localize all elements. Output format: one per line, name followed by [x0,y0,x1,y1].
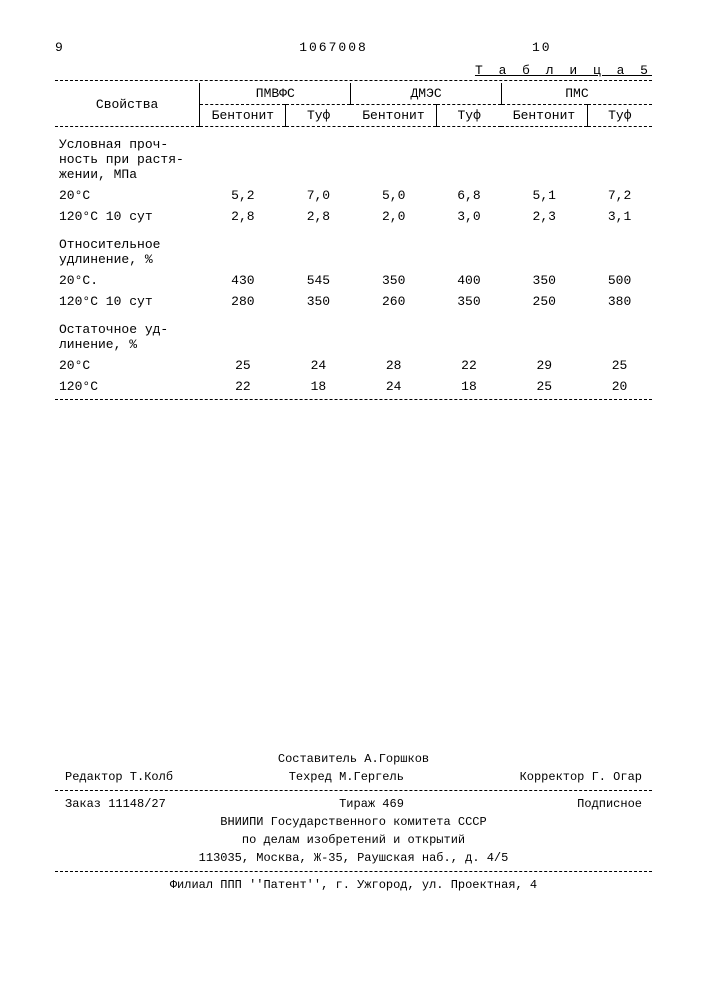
table-section-header: Остаточное уд- линение, % [55,312,652,355]
table-cell: 5,0 [351,185,437,206]
table-cell: 22 [200,376,286,397]
table-cell: 18 [437,376,502,397]
table-cell: 2,3 [501,206,587,227]
tehred: Техред М.Гергель [289,768,404,786]
table-cell: 25 [587,355,652,376]
org-line-1: ВНИИПИ Государственного комитета СССР [55,813,652,831]
address-line: 113035, Москва, Ж-35, Раушская наб., д. … [55,849,652,867]
table-cell: 28 [351,355,437,376]
table-cell: 6,8 [437,185,502,206]
org-line-2: по делам изобретений и открытий [55,831,652,849]
table-cell: 24 [286,355,351,376]
table-cell: 350 [286,291,351,312]
row-label: 20°С [55,185,200,206]
col-group-1: ПМВФС [200,83,351,105]
table-section-header: Условная проч- ность при растя- жении, М… [55,127,652,185]
table-cell: 5,2 [200,185,286,206]
divider [55,399,652,400]
table-cell: 350 [437,291,502,312]
col-group-3: ПМС [501,83,652,105]
row-label: 120°С [55,376,200,397]
subcol: Туф [437,105,502,127]
row-label: 120°С 10 сут [55,206,200,227]
table-caption: Т а б л и ц а 5 [55,63,652,78]
table-cell: 7,2 [587,185,652,206]
subcol: Бентонит [200,105,286,127]
section-title: Относительное удлинение, % [55,227,652,270]
subcol: Туф [587,105,652,127]
table-section-header: Относительное удлинение, % [55,227,652,270]
filial-line: Филиал ППП ''Патент'', г. Ужгород, ул. П… [55,876,652,894]
col-header-properties: Свойства [55,83,200,127]
table-row: 120°С221824182520 [55,376,652,397]
table-row: 20°С5,27,05,06,85,17,2 [55,185,652,206]
table-cell: 25 [501,376,587,397]
col-group-2: ДМЭС [351,83,502,105]
table-cell: 2,8 [286,206,351,227]
table-cell: 20 [587,376,652,397]
page-header: 9 1067008 10 [55,40,652,55]
order-number: Заказ 11148/27 [65,795,166,813]
table-cell: 380 [587,291,652,312]
table-cell: 430 [200,270,286,291]
tirazh: Тираж 469 [339,795,404,813]
section-title: Условная проч- ность при растя- жении, М… [55,127,652,185]
subcol: Бентонит [501,105,587,127]
table-cell: 3,0 [437,206,502,227]
table-row: 120°С 10 сут2,82,82,03,02,33,1 [55,206,652,227]
table-cell: 7,0 [286,185,351,206]
data-table: Свойства ПМВФС ДМЭС ПМС Бентонит Туф Бен… [55,83,652,397]
table-cell: 350 [351,270,437,291]
table-row: 20°С252428222925 [55,355,652,376]
table-cell: 280 [200,291,286,312]
table-cell: 5,1 [501,185,587,206]
table-header-groups: Свойства ПМВФС ДМЭС ПМС [55,83,652,105]
row-label: 120°С 10 сут [55,291,200,312]
editor: Редактор Т.Колб [65,768,173,786]
table-cell: 260 [351,291,437,312]
row-label: 20°С [55,355,200,376]
subcol: Туф [286,105,351,127]
page-number-left: 9 [55,40,175,55]
table-row: 120°С 10 сут280350260350250380 [55,291,652,312]
document-number: 1067008 [175,40,492,55]
compiler-line: Составитель А.Горшков [55,750,652,768]
table-cell: 350 [501,270,587,291]
section-title: Остаточное уд- линение, % [55,312,652,355]
footer-block: Составитель А.Горшков Редактор Т.Колб Те… [55,750,652,894]
table-cell: 22 [437,355,502,376]
table-cell: 18 [286,376,351,397]
table-cell: 29 [501,355,587,376]
corrector: Корректор Г. Огар [520,768,642,786]
podpisnoe: Подписное [577,795,642,813]
page-number-right: 10 [492,40,652,55]
subcol: Бентонит [351,105,437,127]
table-cell: 3,1 [587,206,652,227]
table-cell: 2,0 [351,206,437,227]
table-cell: 500 [587,270,652,291]
table-row: 20°С.430545350400350500 [55,270,652,291]
table-cell: 400 [437,270,502,291]
table-cell: 2,8 [200,206,286,227]
table-cell: 24 [351,376,437,397]
divider [55,80,652,81]
table-cell: 250 [501,291,587,312]
table-cell: 545 [286,270,351,291]
row-label: 20°С. [55,270,200,291]
table-cell: 25 [200,355,286,376]
